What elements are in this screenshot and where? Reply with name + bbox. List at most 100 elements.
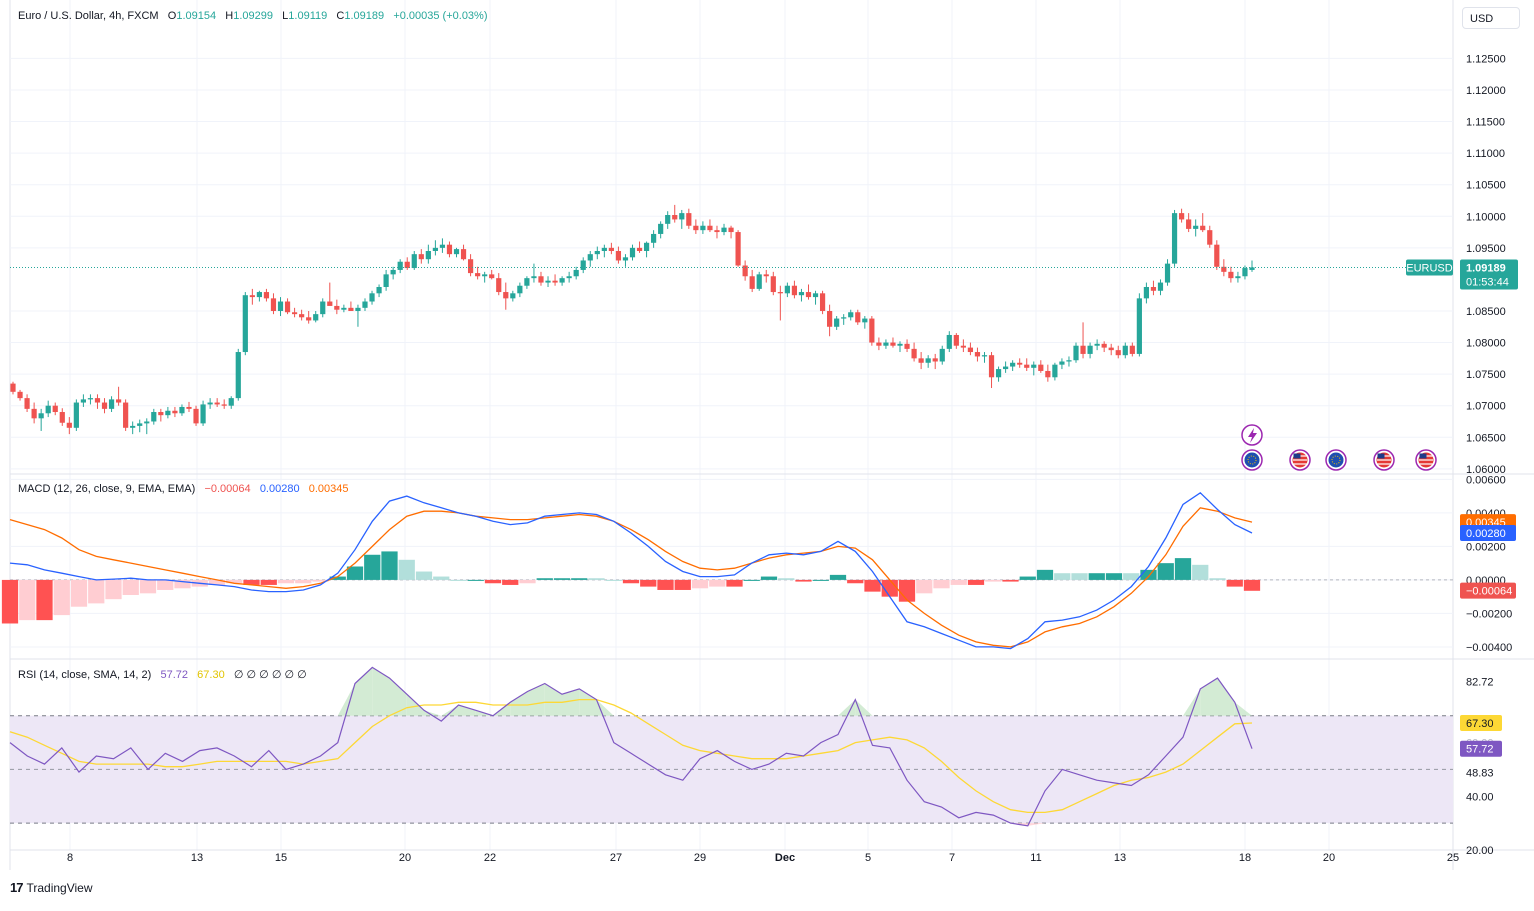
macd-hist-bar — [346, 566, 364, 580]
candle-body — [439, 244, 446, 248]
candle-body — [369, 293, 375, 302]
rsi-overbought-fill — [441, 704, 459, 716]
price-tick-label: 1.11000 — [1466, 148, 1505, 160]
rsi-overbought-fill — [579, 688, 597, 716]
candle-body — [756, 274, 762, 289]
candle-body — [418, 254, 424, 260]
macd-hist-bar — [553, 578, 571, 580]
candle-body — [1031, 364, 1037, 368]
candle-body — [327, 301, 333, 306]
macd-hist-bar — [433, 576, 450, 580]
price-tick-label: 1.07500 — [1466, 369, 1506, 381]
candle-body — [172, 410, 178, 414]
candle-body — [749, 276, 755, 289]
candle-body — [355, 307, 361, 311]
candle-body — [1087, 345, 1093, 354]
rsi-overbought-fill — [458, 704, 476, 716]
macd-legend[interactable]: MACD (12, 26, close, 9, EMA, EMA) −0.000… — [18, 483, 349, 495]
candle-body — [425, 251, 431, 260]
symbol-legend: Euro / U.S. Dollar, 4h, FXCM O1.09154 H1… — [18, 10, 488, 22]
candle-body — [108, 399, 115, 409]
macd-hist-bar — [174, 579, 191, 589]
macd-hist-bar — [381, 551, 398, 580]
macd-hist-bar — [1157, 563, 1174, 580]
rsi-legend[interactable]: RSI (14, close, SMA, 14, 2) 57.72 67.30 … — [18, 668, 307, 681]
candle-body — [1101, 343, 1107, 348]
macd-hist-bar — [778, 578, 795, 580]
candle-body — [446, 244, 453, 255]
tradingview-logo-icon: 17 — [10, 880, 24, 895]
macd-hist-bar — [36, 579, 53, 621]
macd-hist-bar — [726, 579, 743, 587]
rsi-overbought-fill — [1200, 678, 1218, 716]
candle-body — [517, 285, 523, 294]
macd-signal-value: 0.00345 — [308, 483, 349, 495]
rsi-ma-badge-label: 67.30 — [1466, 718, 1494, 730]
macd-hist-bar — [277, 579, 295, 584]
rsi-overbought-fill — [510, 691, 528, 716]
us-flag-icon — [1373, 449, 1395, 471]
macd-hist-bar — [1088, 573, 1105, 580]
symbol-title[interactable]: Euro / U.S. Dollar, 4h, FXCM — [18, 10, 159, 22]
candle-body — [263, 292, 270, 299]
time-tick-label: 27 — [610, 852, 622, 864]
time-tick-label: Dec — [775, 852, 795, 864]
time-tick-label: 20 — [399, 852, 411, 864]
candle-body — [841, 317, 847, 319]
macd-hist-bar — [898, 579, 916, 602]
macd-hist-bar — [1209, 578, 1226, 580]
macd-hist-bar — [398, 559, 415, 580]
close-value: 1.09189 — [344, 10, 385, 22]
macd-hist-bar — [226, 579, 243, 584]
candle-body — [700, 225, 706, 231]
candle-body — [186, 406, 192, 409]
macd-hist-bar — [829, 574, 847, 580]
candle-body — [73, 402, 79, 428]
candle-body — [207, 402, 213, 405]
rsi-extra-3: ∅ — [271, 669, 282, 681]
candle-body — [995, 369, 1002, 378]
candle-body — [911, 348, 917, 359]
candle-body — [284, 301, 291, 313]
candle-body — [1171, 213, 1178, 264]
candle-body — [137, 423, 143, 426]
candle-body — [791, 285, 798, 296]
time-tick-label: 18 — [1239, 852, 1251, 864]
macd-hist-bar — [1140, 569, 1157, 580]
candle-body — [735, 232, 741, 266]
candle-body — [643, 242, 650, 251]
tradingview-brand[interactable]: 17 TradingView — [10, 880, 93, 895]
macd-tick-label: −0.00400 — [1466, 642, 1512, 654]
candle-body — [573, 269, 579, 277]
price-tick-label: 1.06500 — [1466, 432, 1506, 444]
candle-body — [277, 301, 284, 311]
candle-body — [848, 312, 854, 318]
candle-body — [482, 274, 488, 277]
macd-hist-bar — [1174, 558, 1192, 580]
macd-hist-bar — [950, 579, 967, 585]
candle-body — [1073, 345, 1079, 361]
candle-body — [763, 274, 769, 277]
macd-hist-bar — [605, 579, 622, 581]
eu-flag-icon — [1325, 449, 1347, 471]
open-value: 1.09154 — [176, 10, 217, 22]
candle-body — [672, 215, 678, 220]
candle-body — [87, 398, 94, 400]
low-value: 1.09119 — [288, 10, 328, 22]
candle-body — [348, 307, 354, 311]
candle-body — [1193, 225, 1199, 229]
candle-body — [306, 317, 312, 321]
candle-body — [545, 280, 551, 283]
candle-body — [390, 269, 396, 275]
candle-body — [291, 312, 298, 315]
currency-button[interactable]: USD — [1462, 7, 1520, 29]
candle-body — [784, 285, 790, 294]
time-tick-label: 13 — [191, 852, 203, 864]
candle-body — [221, 404, 227, 406]
price-tick-label: 1.12000 — [1466, 85, 1506, 97]
macd-hist-bar — [795, 579, 812, 582]
candle-body — [622, 257, 629, 261]
candle-body — [404, 261, 410, 269]
